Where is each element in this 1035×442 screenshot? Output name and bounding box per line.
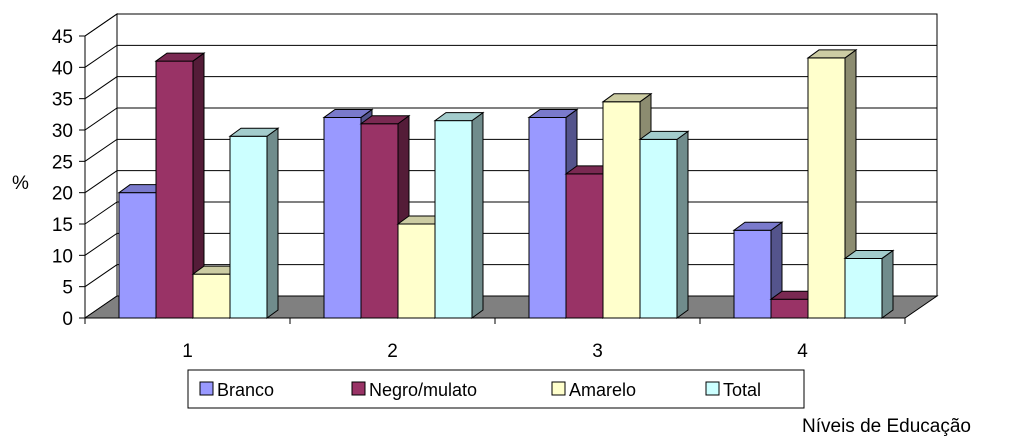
bar-front xyxy=(844,257,883,319)
bar-side xyxy=(881,249,894,319)
gridline xyxy=(84,44,937,68)
bar-front xyxy=(639,138,678,319)
bar xyxy=(638,130,690,319)
bars xyxy=(117,48,895,319)
legend: Branco Negro/mulato Amarelo Total xyxy=(187,369,805,409)
bar-front xyxy=(397,223,436,319)
legend-label: Negro/mulato xyxy=(369,380,477,400)
legend-label: Branco xyxy=(217,380,274,400)
bar xyxy=(843,249,895,319)
bar-top xyxy=(527,108,579,118)
bar-top xyxy=(322,108,374,118)
y-tick-label: 45 xyxy=(52,27,73,48)
bar-front xyxy=(360,123,399,319)
bar-front xyxy=(229,135,268,319)
legend-swatch xyxy=(705,381,720,396)
legend-label: Amarelo xyxy=(569,380,636,400)
bar xyxy=(806,48,858,319)
y-tick-label: 25 xyxy=(52,152,73,173)
y-tick-label: 20 xyxy=(52,184,73,205)
bar-top xyxy=(806,49,858,59)
y-axis: 0 5 10 15 20 25 30 35 40 45 xyxy=(52,27,86,330)
bar xyxy=(433,111,485,319)
y-tick-label: 5 xyxy=(62,278,73,299)
y-tick-label: 0 xyxy=(62,309,73,330)
side-wall xyxy=(84,13,118,319)
bar-front xyxy=(118,192,157,319)
bar-front xyxy=(602,101,641,319)
legend-box xyxy=(187,369,805,409)
legend-swatch xyxy=(199,381,214,396)
legend-swatch xyxy=(351,381,366,396)
bar xyxy=(732,221,784,319)
legend-label: Total xyxy=(723,380,761,400)
bar xyxy=(228,127,280,319)
bar-front xyxy=(528,116,567,319)
bar xyxy=(154,52,206,319)
bar-top xyxy=(359,115,411,125)
bar-top xyxy=(154,52,206,62)
bar-front xyxy=(434,120,473,319)
gridline xyxy=(84,13,937,37)
bar-top xyxy=(433,112,485,122)
bar-front xyxy=(807,57,846,319)
legend-swatch xyxy=(551,381,566,396)
bar-top xyxy=(638,130,690,140)
bar-front xyxy=(323,116,362,319)
y-tick-label: 40 xyxy=(52,58,73,79)
bar-front xyxy=(565,173,604,319)
bar-top xyxy=(732,221,784,231)
x-tick-label: 3 xyxy=(592,341,603,362)
x-axis: 1 2 3 4 xyxy=(84,317,906,362)
x-tick-label: 2 xyxy=(387,341,398,362)
y-tick-label: 35 xyxy=(52,90,73,111)
x-tick-label: 4 xyxy=(797,341,808,362)
y-tick-label: 30 xyxy=(52,121,73,142)
bar-side xyxy=(676,130,689,319)
bar-front xyxy=(733,229,772,319)
bar-front xyxy=(192,273,231,319)
bar xyxy=(601,92,653,319)
y-axis-label: % xyxy=(12,173,29,194)
bar-top xyxy=(843,249,895,259)
x-tick-label: 1 xyxy=(182,341,193,362)
bar-side xyxy=(266,127,279,319)
gridline xyxy=(84,76,937,100)
bar-top xyxy=(601,93,653,103)
bar-side xyxy=(471,111,484,319)
gridline xyxy=(84,107,937,131)
bar-top xyxy=(228,127,280,137)
bar-front xyxy=(155,60,194,319)
y-tick-label: 10 xyxy=(52,246,73,267)
x-axis-label: Níveis de Educação xyxy=(802,416,971,437)
bar-front xyxy=(770,298,809,319)
y-tick-label: 15 xyxy=(52,215,73,236)
